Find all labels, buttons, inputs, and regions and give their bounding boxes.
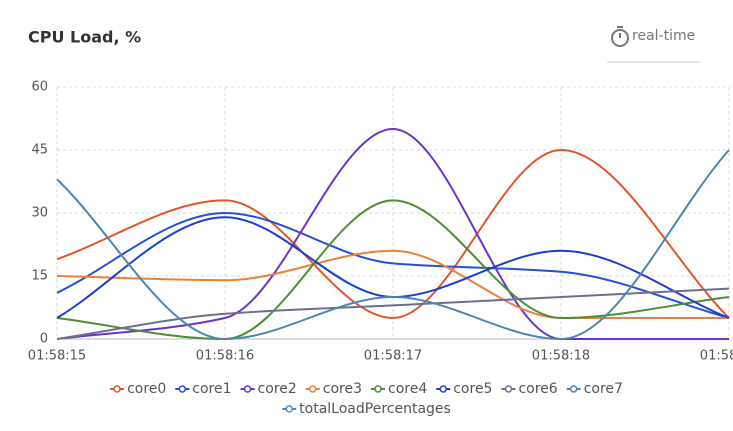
series-line <box>56 211 730 319</box>
legend-item[interactable]: core1 <box>175 381 232 397</box>
x-tick-label: 01:58:16 <box>196 349 254 364</box>
x-tick-label: 01:58:15 <box>28 349 86 364</box>
legend-item[interactable]: core4 <box>371 381 427 397</box>
legend-label: core7 <box>584 381 623 397</box>
y-tick-label: 60 <box>31 80 48 95</box>
legend-marker <box>113 385 121 393</box>
series-line <box>56 249 729 320</box>
series-line <box>56 287 730 340</box>
y-tick-label: 45 <box>31 143 48 158</box>
x-tick-label: 01:58:17 <box>364 349 422 364</box>
legend-label: core3 <box>323 381 362 397</box>
legend-label: core5 <box>453 381 492 397</box>
realtime-icon <box>611 26 629 47</box>
legend-item[interactable]: core2 <box>240 381 297 397</box>
legend-marker <box>309 385 317 393</box>
legend-marker <box>178 385 187 393</box>
y-tick-label: 30 <box>31 206 48 221</box>
legend-marker <box>504 385 513 393</box>
legend-item[interactable]: core3 <box>305 381 362 397</box>
legend-item[interactable]: totalLoadPercentages <box>282 401 451 417</box>
legend-row: totalLoadPercentages <box>282 401 451 417</box>
legend-label: core2 <box>258 381 297 397</box>
legend-item[interactable]: core5 <box>436 381 492 397</box>
legend-row: core0 core1 core2 core3 core4 core5 core6 core7 <box>110 381 623 397</box>
y-tick-label: 15 <box>31 269 48 284</box>
legend-marker <box>285 405 293 413</box>
legend-label: core6 <box>518 381 557 397</box>
legend-item[interactable]: core6 <box>501 381 558 397</box>
legend-label: core4 <box>388 381 427 397</box>
legend-label: core1 <box>192 381 231 397</box>
x-tick-label: 01:58:19 <box>700 349 733 364</box>
series-line <box>56 199 730 341</box>
series-line <box>56 148 730 320</box>
legend-marker <box>569 385 578 393</box>
series-line <box>56 149 730 341</box>
legend-item[interactable]: core0 <box>110 381 166 397</box>
mode-label[interactable]: real-time <box>632 28 695 44</box>
legend-marker <box>439 385 447 393</box>
x-tick-label: 01:58:18 <box>532 349 590 364</box>
legend-label: core0 <box>127 381 166 397</box>
legend-label: totalLoadPercentages <box>299 401 451 417</box>
y-tick-label: 0 <box>40 332 48 347</box>
chart-title: CPU Load, % <box>28 28 141 47</box>
legend-marker <box>374 385 382 393</box>
legend-marker <box>243 385 252 393</box>
legend-item[interactable]: core7 <box>566 381 623 397</box>
